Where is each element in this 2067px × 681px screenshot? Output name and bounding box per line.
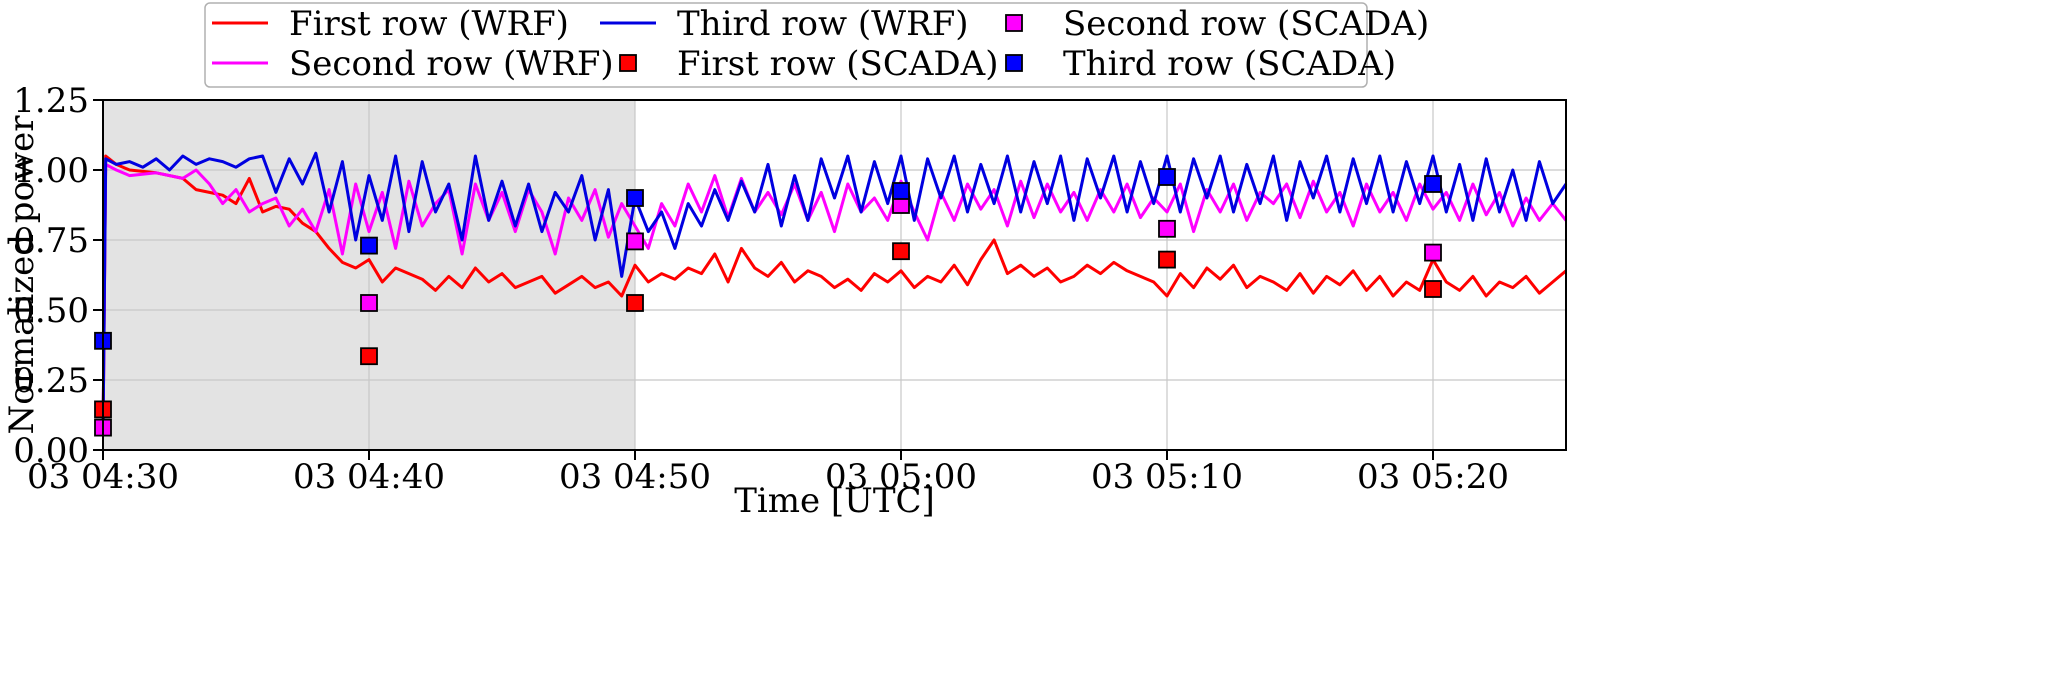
y-tick-label: 0.00: [13, 431, 89, 471]
marker-scada1: [1424, 280, 1442, 298]
x-axis-label: Time [UTC]: [734, 481, 935, 521]
x-tick-label: 03 05:20: [1357, 457, 1509, 497]
legend-label-scada3: Third row (SCADA): [1063, 44, 1396, 84]
y-tick-label: 0.25: [13, 361, 89, 401]
legend-label-wrf2: Second row (WRF): [289, 44, 614, 84]
legend-swatch-scada3: [1005, 54, 1023, 72]
marker-scada2: [1424, 243, 1442, 262]
wrf-series-lines: [101, 151, 1568, 437]
legend-label-wrf3: Third row (WRF): [677, 4, 969, 44]
scada-markers: [94, 168, 1442, 437]
x-tick-label: 03 04:40: [293, 457, 445, 497]
series-line-wrf2: [101, 162, 1568, 437]
legend-box: [204, 2, 1368, 88]
marker-scada3: [1424, 175, 1442, 193]
marker-scada3: [1158, 168, 1176, 186]
legend: First row (WRF)Second row (WRF) Third row…: [204, 2, 1429, 88]
plot-background: [103, 100, 1566, 450]
marker-scada3: [626, 189, 644, 207]
marker-scada1: [626, 294, 644, 312]
legend-label-scada2: Second row (SCADA): [1063, 4, 1429, 44]
y-tick-label: 0.75: [13, 221, 89, 261]
series-line-wrf3: [101, 151, 1568, 437]
marker-scada3: [892, 182, 910, 200]
marker-scada2: [360, 294, 378, 312]
x-tick-label: 03 04:30: [27, 457, 179, 497]
series-line-wrf1: [101, 154, 1567, 437]
marker-scada1: [1158, 250, 1176, 269]
legend-swatch-scada2: [1005, 14, 1023, 32]
marker-scada1: [360, 347, 378, 366]
x-tick-label: 03 04:50: [559, 457, 711, 497]
x-tick-label: 03 05:10: [1091, 457, 1243, 497]
legend-label-scada1: First row (SCADA): [677, 44, 998, 84]
marker-scada3: [360, 236, 378, 255]
y-tick-label: 1.25: [13, 81, 89, 121]
x-tick-label: 03 05:00: [825, 457, 977, 497]
y-tick-label: 1.00: [13, 151, 89, 191]
legend-swatch-scada1: [619, 54, 637, 72]
marker-scada2: [1158, 219, 1176, 238]
axis-ticks: 03 04:30 03 04:40 03 04:50 03 05:00 03 05:10…: [13, 81, 1509, 497]
plot-frame: [102, 99, 1567, 451]
marker-scada2: [626, 232, 644, 251]
marker-scada1: [892, 242, 910, 261]
legend-label-wrf1: First row (WRF): [289, 4, 569, 44]
y-axis-label: Normalized power: [2, 115, 42, 435]
y-tick-label: 0.50: [13, 291, 89, 331]
